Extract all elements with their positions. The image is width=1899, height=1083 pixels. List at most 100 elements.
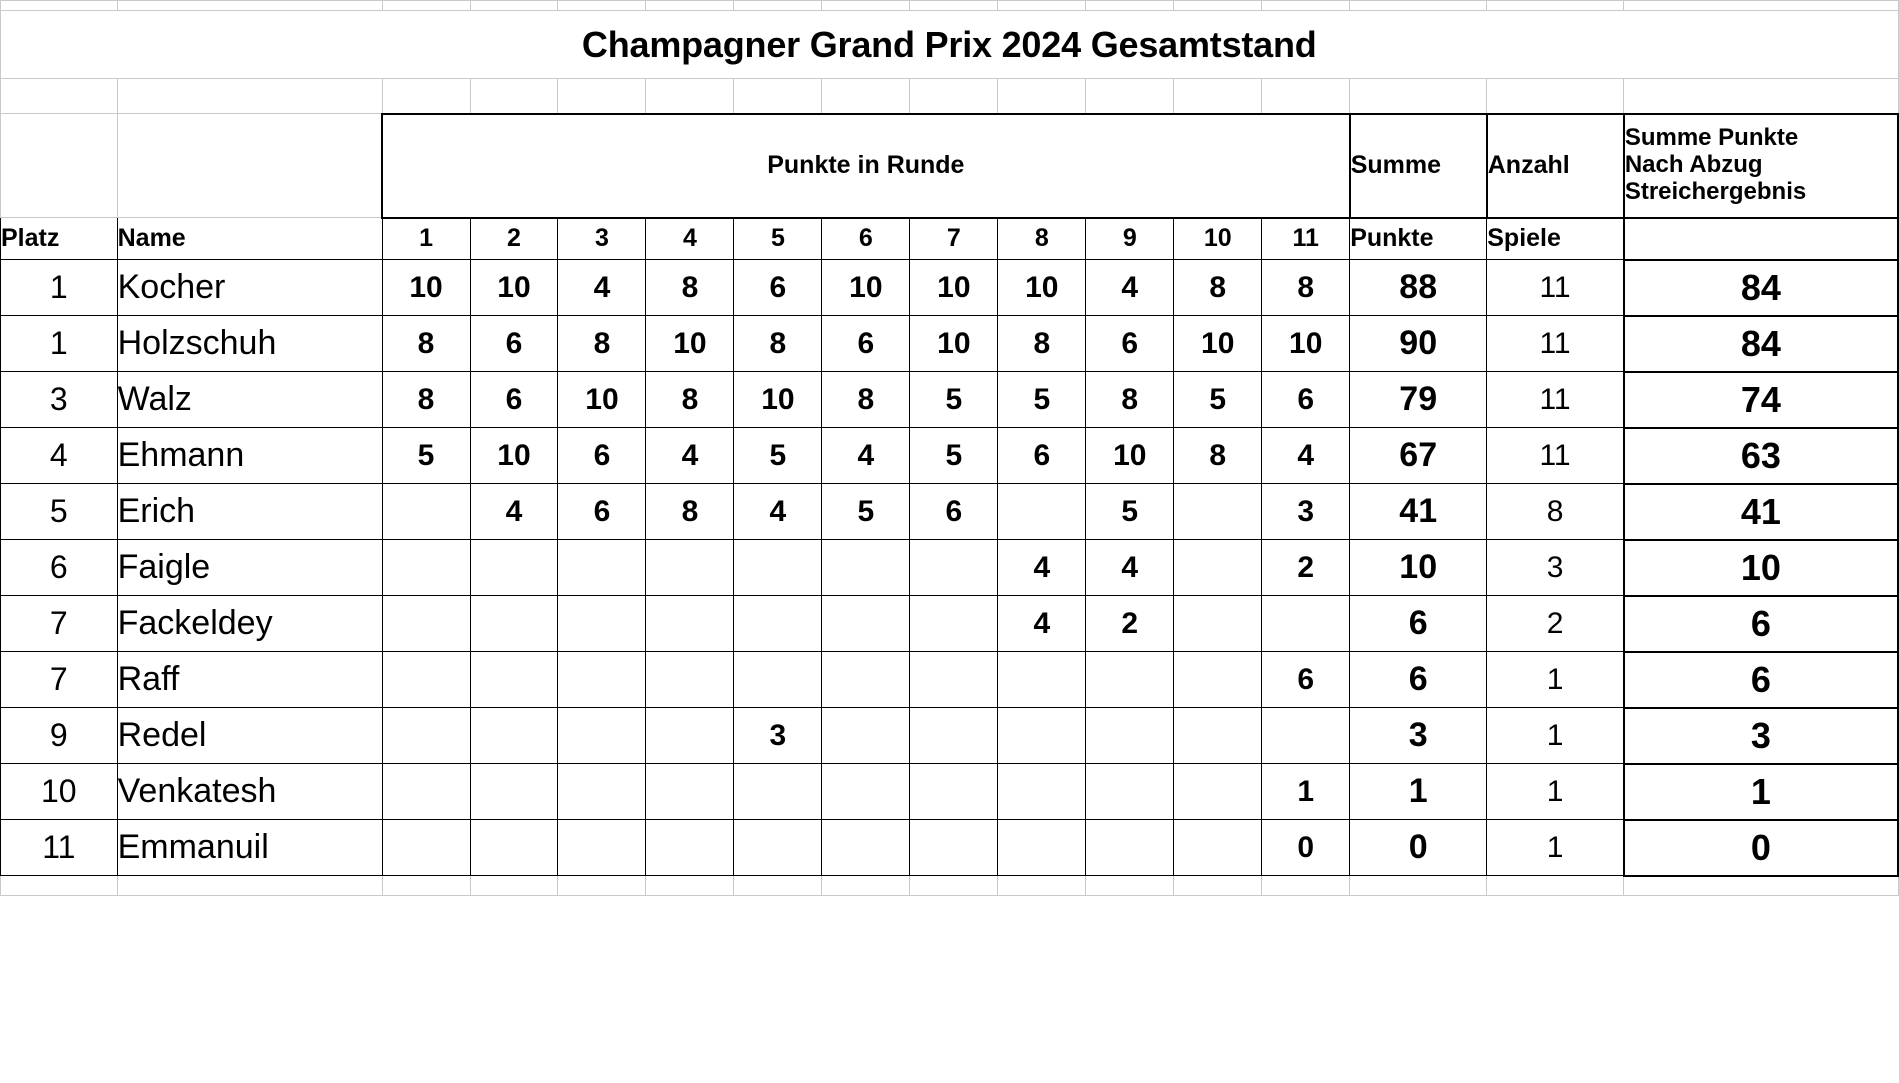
cell-round-10 — [1173, 763, 1263, 820]
cell-round-6: 4 — [821, 427, 911, 484]
group-header-anzahl: Anzahl — [1485, 112, 1625, 219]
cell-round-4 — [645, 819, 735, 876]
cell-round-5: 6 — [733, 259, 823, 316]
cell-round-1: 5 — [381, 427, 471, 484]
cell-anzahl-spiele: 11 — [1486, 427, 1625, 484]
cell-name: Erich — [116, 483, 383, 540]
cell-round-7 — [909, 651, 999, 708]
table-row: 1 Holzschuh 8 6 8 10 8 6 10 8 6 10 10 90 11 84 — [0, 314, 1899, 373]
cell-platz: 11 — [0, 819, 118, 876]
cell-round-1 — [381, 819, 471, 876]
table-row: 3 Walz 8 6 10 8 10 8 5 5 8 5 6 79 11 74 — [0, 370, 1899, 429]
top-strip-cell — [1261, 0, 1351, 11]
data-rows-body: 1 Kocher 10 10 4 8 6 10 10 10 4 8 8 88 11 84 1 Holzschuh 8… — [0, 258, 1899, 877]
cell-platz: 3 — [0, 371, 118, 428]
cell-round-5 — [733, 763, 823, 820]
bottom-cell — [1623, 874, 1899, 896]
group-header-summe: Summe — [1348, 112, 1488, 219]
cell-round-8: 4 — [997, 595, 1087, 652]
cell-round-1 — [381, 539, 471, 596]
final-header-line3: Streichergebnis — [1624, 177, 1807, 205]
cell-round-10 — [1173, 539, 1263, 596]
cell-round-7: 5 — [909, 371, 999, 428]
cell-round-9: 4 — [1085, 259, 1175, 316]
cell-round-2 — [469, 707, 559, 764]
cell-round-2: 10 — [469, 259, 559, 316]
cell-anzahl-spiele: 11 — [1486, 315, 1625, 372]
cell-round-10 — [1173, 651, 1263, 708]
top-strip-cell — [1085, 0, 1175, 11]
cell-round-4: 8 — [645, 371, 735, 428]
column-header-final-blank — [1622, 216, 1899, 261]
cell-name: Fackeldey — [116, 595, 383, 652]
cell-round-10 — [1173, 483, 1263, 540]
cell-round-3: 6 — [557, 483, 647, 540]
footer-body — [0, 874, 1899, 896]
cell-round-7 — [909, 539, 999, 596]
cell-summe-punkte: 67 — [1349, 427, 1488, 484]
top-strip-cell — [469, 0, 559, 11]
cell-round-7: 10 — [909, 259, 999, 316]
spacer-cell — [116, 78, 383, 114]
cell-round-8 — [997, 763, 1087, 820]
cell-round-4: 10 — [645, 315, 735, 372]
final-header-line1: Summe Punkte — [1624, 124, 1799, 152]
cell-round-4 — [645, 707, 735, 764]
page-title: Champagner Grand Prix 2024 Gesamtstand — [0, 10, 1899, 79]
cell-name: Walz — [116, 371, 383, 428]
cell-anzahl-spiele: 1 — [1486, 707, 1625, 764]
bottom-cell — [1085, 875, 1175, 896]
cell-round-5 — [733, 539, 823, 596]
cell-round-9: 5 — [1085, 483, 1175, 540]
cell-final-punkte: 63 — [1622, 426, 1899, 485]
cell-final-punkte: 0 — [1622, 818, 1899, 877]
cell-round-7 — [909, 707, 999, 764]
cell-round-1 — [381, 483, 471, 540]
spacer-cell — [997, 78, 1087, 114]
cell-final-punkte: 84 — [1622, 314, 1899, 373]
cell-round-6 — [821, 819, 911, 876]
top-strip-cell — [909, 0, 999, 11]
cell-platz: 10 — [0, 763, 118, 820]
group-header-final: Summe Punkte Nach Abzug Streichergebnis — [1622, 112, 1899, 219]
cell-round-11: 3 — [1261, 483, 1351, 540]
cell-round-8: 5 — [997, 371, 1087, 428]
column-header-row: Platz Name 1 2 3 4 5 6 7 8 9 10 11 Punkt… — [0, 216, 1899, 261]
top-strip-cell — [645, 0, 735, 11]
cell-round-3 — [557, 651, 647, 708]
cell-round-11 — [1261, 707, 1351, 764]
bottom-cell — [909, 875, 999, 896]
cell-round-3 — [557, 763, 647, 820]
table-row: 7 Raff 6 6 1 6 — [0, 650, 1899, 709]
cell-platz: 9 — [0, 707, 118, 764]
cell-round-9: 6 — [1085, 315, 1175, 372]
cell-platz: 5 — [0, 483, 118, 540]
cell-round-1: 8 — [381, 371, 471, 428]
top-strip-cell — [1623, 0, 1899, 11]
cell-round-2: 6 — [469, 315, 559, 372]
table-row: 4 Ehmann 5 10 6 4 5 4 5 6 10 8 4 67 11 63 — [0, 426, 1899, 485]
column-header-round-9: 9 — [1085, 217, 1175, 260]
bottom-cell — [469, 875, 559, 896]
cell-round-8: 8 — [997, 315, 1087, 372]
cell-round-11: 6 — [1261, 371, 1351, 428]
cell-round-10: 8 — [1173, 259, 1263, 316]
table-row: 10 Venkatesh 1 1 1 1 — [0, 762, 1899, 821]
standings-table: Champagner Grand Prix 2024 Gesamtstand — [0, 0, 1899, 896]
cell-final-punkte: 3 — [1622, 706, 1899, 765]
cell-round-11: 6 — [1261, 651, 1351, 708]
table-row: 11 Emmanuil 0 0 1 0 — [0, 818, 1899, 877]
cell-round-5: 8 — [733, 315, 823, 372]
cell-final-punkte: 10 — [1622, 538, 1899, 597]
cell-round-3: 8 — [557, 315, 647, 372]
top-strip-cell — [997, 0, 1087, 11]
bottom-cell — [821, 875, 911, 896]
cell-round-9: 4 — [1085, 539, 1175, 596]
column-header-platz: Platz — [0, 217, 118, 260]
bottom-cell — [1261, 875, 1351, 896]
spacer-cell — [645, 78, 735, 114]
cell-round-11: 0 — [1261, 819, 1351, 876]
cell-round-7: 5 — [909, 427, 999, 484]
cell-round-8: 10 — [997, 259, 1087, 316]
